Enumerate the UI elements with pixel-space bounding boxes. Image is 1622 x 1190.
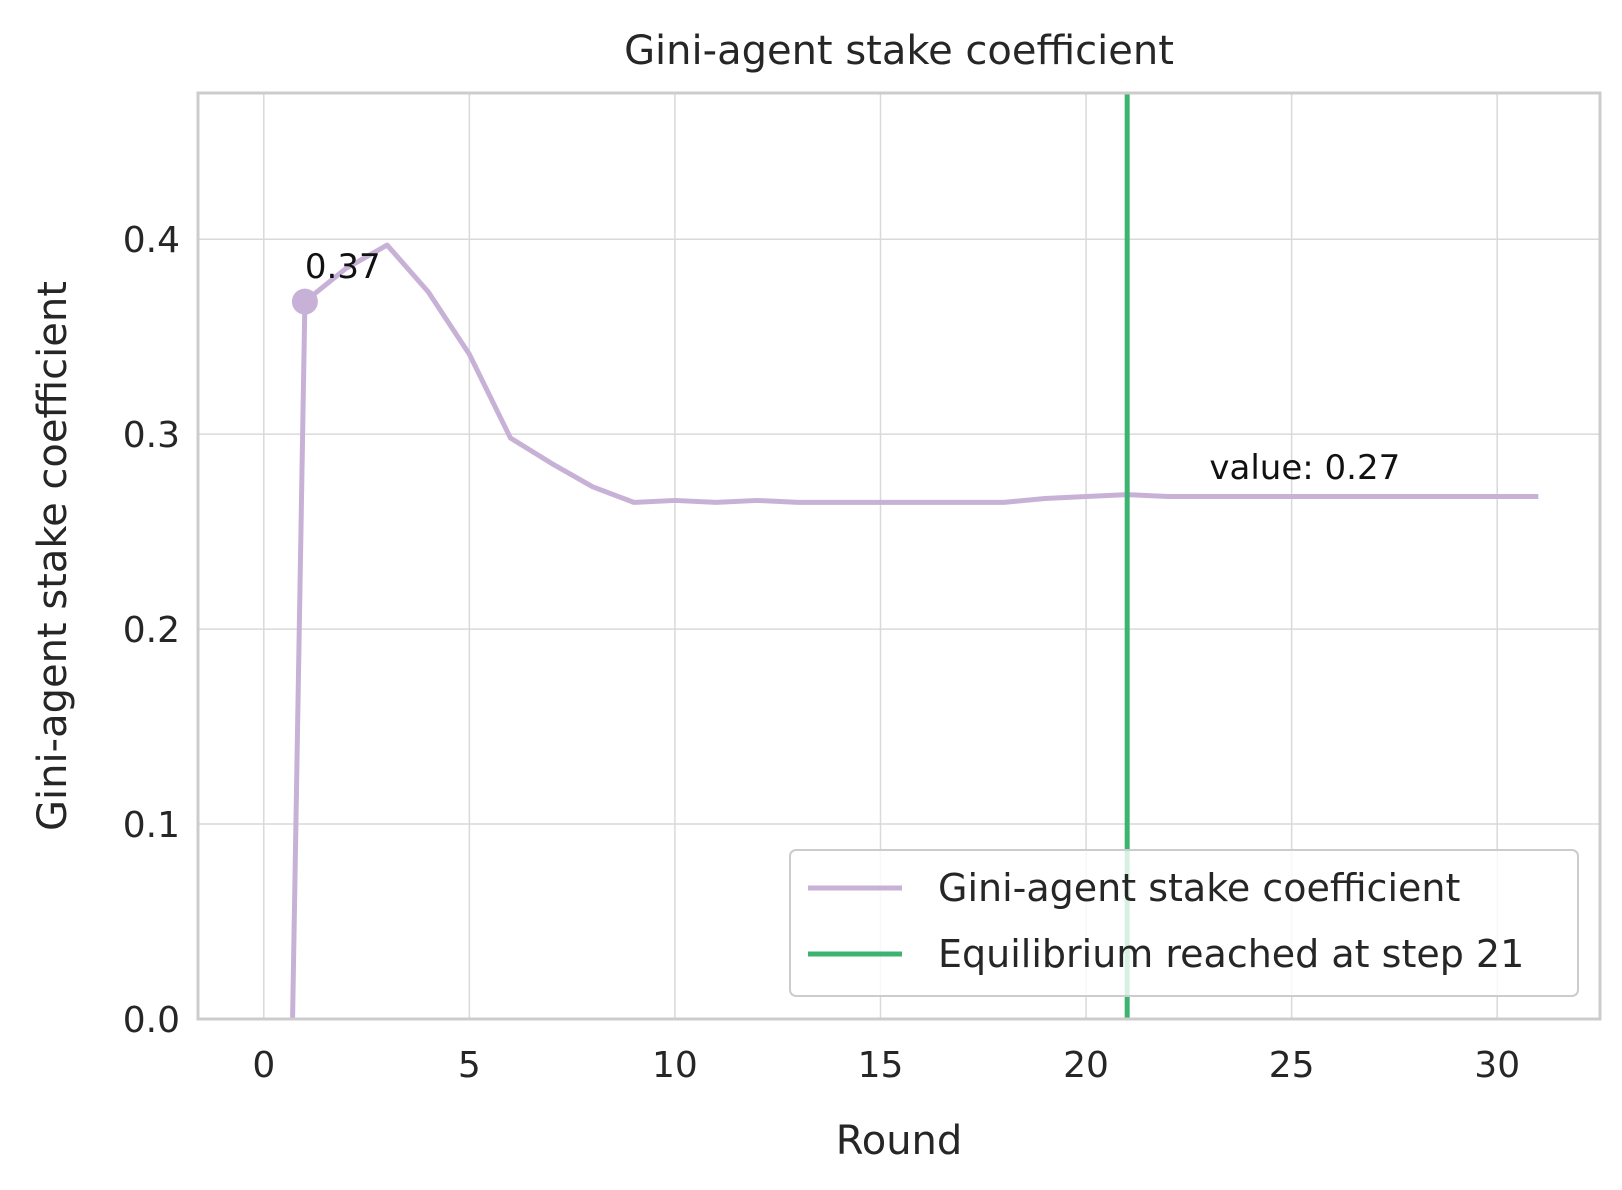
annotation-label: value: 0.27 [1209,448,1400,488]
legend: Gini-agent stake coefficient Equilibrium… [789,849,1579,997]
x-axis-label: Round [836,1118,963,1164]
x-tick-label: 10 [652,1045,698,1086]
x-tick-label: 5 [458,1045,481,1086]
y-axis-label: Gini-agent stake coefficient [30,281,76,831]
y-tick-label: 0.2 [123,610,180,651]
y-tick-label: 0.3 [123,415,180,456]
y-tick-label: 0.4 [123,220,180,261]
legend-label-series: Gini-agent stake coefficient [938,866,1460,910]
annotation-label: 0.37 [305,247,381,287]
chart-title: Gini-agent stake coefficient [624,28,1174,74]
x-tick-label: 0 [252,1045,275,1086]
legend-label-equilibrium: Equilibrium reached at step 21 [938,932,1524,976]
x-tick-label: 25 [1269,1045,1315,1086]
axis-ticks: 0 5 10 15 20 25 30 0.0 0.1 0.2 0.3 0.4 [123,220,1520,1086]
highlight-marker [291,288,318,315]
series-line [290,242,1539,1019]
x-tick-label: 20 [1063,1045,1109,1086]
grid [198,93,1600,1020]
legend-box [789,849,1579,997]
y-tick-label: 0.1 [123,805,180,846]
y-tick-label: 0.0 [123,1000,180,1041]
x-tick-label: 30 [1474,1045,1520,1086]
annotations: 0.37 value: 0.27 [305,247,1400,488]
x-tick-label: 15 [858,1045,904,1086]
plot-frame [196,91,1602,1021]
